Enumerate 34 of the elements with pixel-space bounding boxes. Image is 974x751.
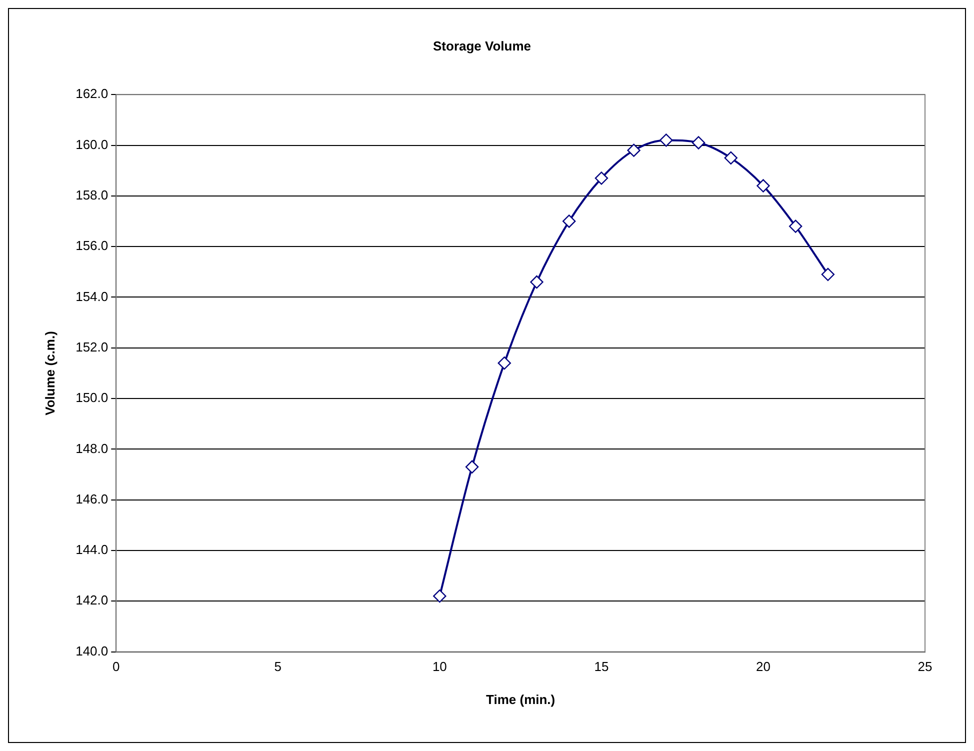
y-tick-label: 142.0 xyxy=(76,592,108,608)
y-tick-label: 160.0 xyxy=(76,136,108,152)
point xyxy=(627,144,640,157)
point xyxy=(465,460,479,474)
point xyxy=(821,268,835,282)
x-tick-label: 25 xyxy=(918,659,932,674)
y-tick-label: 150.0 xyxy=(76,390,108,406)
y-tick-label: 156.0 xyxy=(76,238,108,254)
y-tick-label: 158.0 xyxy=(76,187,108,202)
point xyxy=(562,214,576,228)
point xyxy=(594,172,608,185)
x-tick-label: 15 xyxy=(594,659,609,674)
point xyxy=(756,179,770,192)
point xyxy=(530,275,544,289)
point xyxy=(660,134,673,147)
y-tick-label: 148.0 xyxy=(76,440,108,456)
x-tick-label: 5 xyxy=(274,659,282,674)
point xyxy=(692,136,706,150)
y-tick-label: 140.0 xyxy=(76,643,108,658)
x-tick-label: 20 xyxy=(756,659,770,674)
y-axis-title: Volume (c.m.) xyxy=(42,331,58,416)
y-tick-label: 144.0 xyxy=(76,542,108,558)
point xyxy=(724,151,738,165)
x-tick-label: 0 xyxy=(112,659,120,674)
point xyxy=(433,589,446,603)
y-tick-label: 162.0 xyxy=(76,86,108,102)
chart-title: Storage Volume xyxy=(432,38,532,54)
x-axis-title: Time (min.) xyxy=(486,692,556,707)
x-tick-label: 10 xyxy=(432,659,447,674)
y-tick-label: 152.0 xyxy=(76,339,108,354)
y-tick-label: 154.0 xyxy=(76,288,108,304)
y-tick-label: 146.0 xyxy=(76,491,108,506)
point xyxy=(498,356,511,370)
point xyxy=(788,220,802,233)
